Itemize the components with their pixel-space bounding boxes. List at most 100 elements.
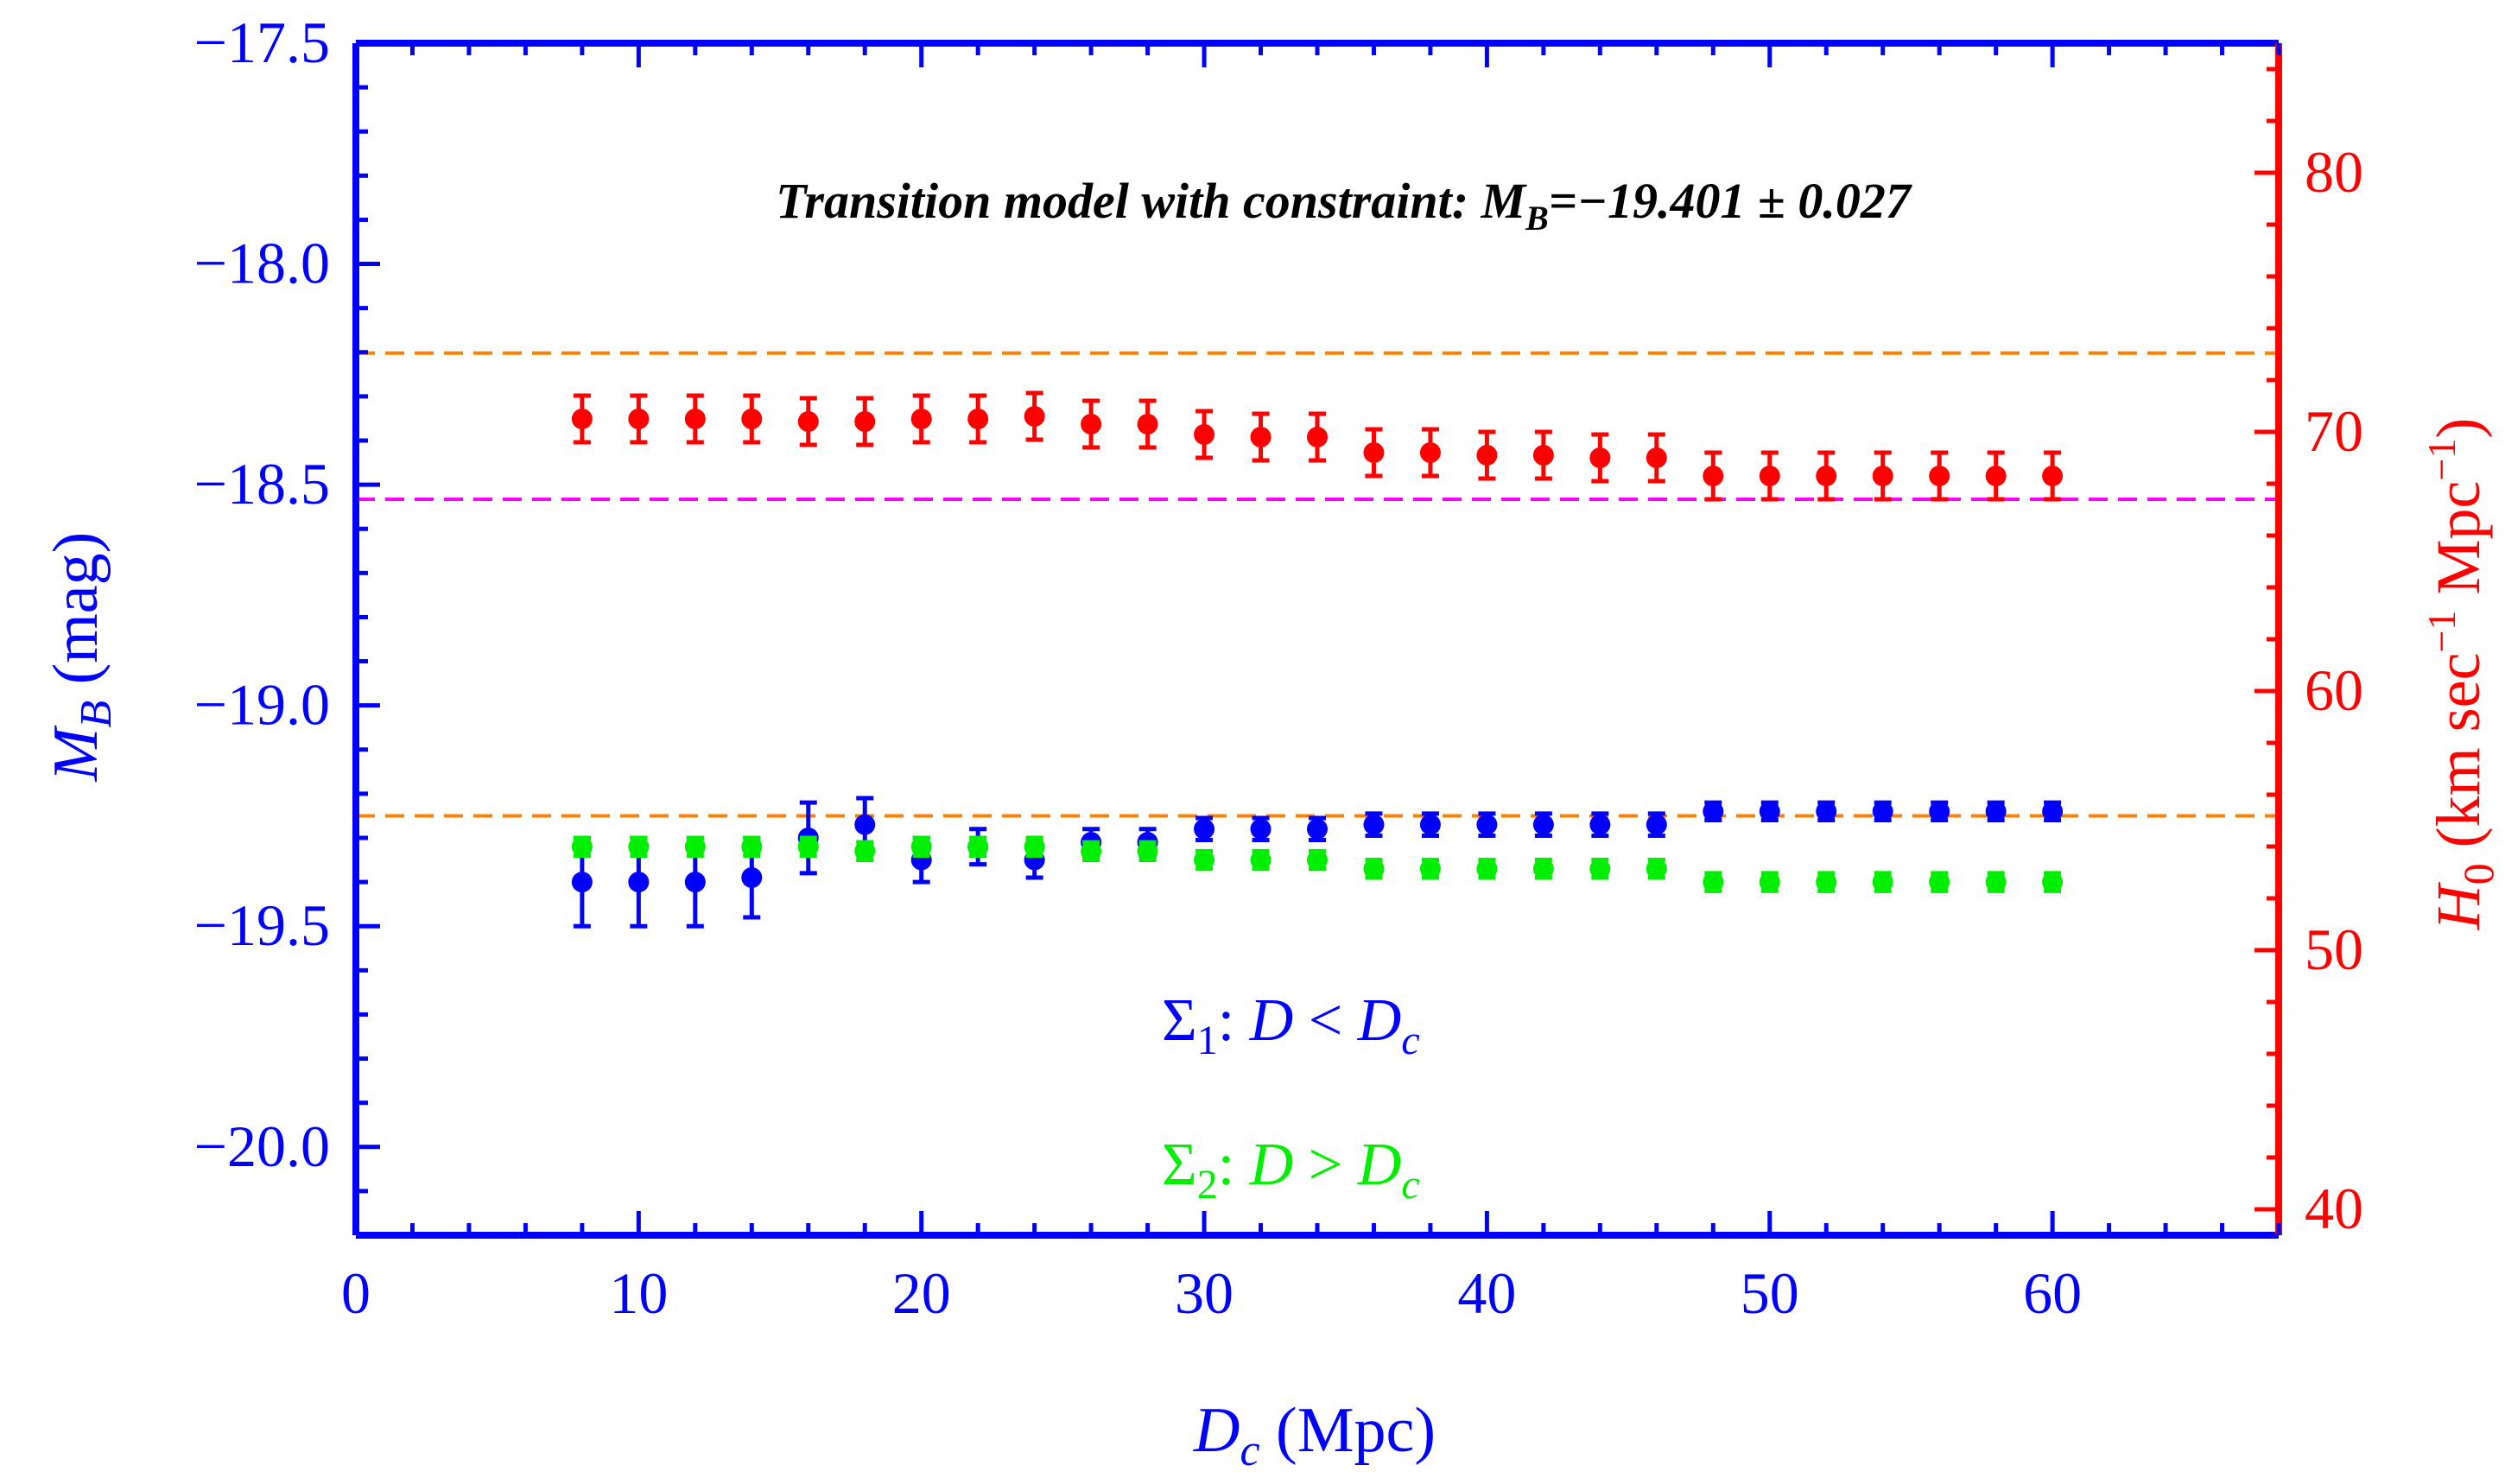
point-2-23 bbox=[1872, 872, 1893, 893]
point-0-12 bbox=[1250, 427, 1272, 447]
point-0-24 bbox=[1929, 466, 1950, 486]
y-axis-right-label-sub: 0 bbox=[2454, 863, 2502, 885]
point-0-6 bbox=[910, 409, 932, 429]
series-layer bbox=[571, 390, 2064, 929]
y-right-tick-label-40: 40 bbox=[2305, 1176, 2363, 1241]
y-left-tick-label-5: −20.0 bbox=[194, 1113, 330, 1179]
legend-1-c: c bbox=[1401, 1018, 1419, 1063]
y-axis-left-label: MB (mag) bbox=[41, 532, 121, 783]
point-0-17 bbox=[1532, 445, 1554, 466]
y-axis-left-label-rest: (mag) bbox=[41, 532, 111, 701]
y-axis-left-label-main: M bbox=[41, 724, 111, 782]
chart-title-sub: B bbox=[1525, 199, 1549, 238]
legend-1-sub: 1 bbox=[1197, 1018, 1218, 1063]
point-1-13 bbox=[1307, 818, 1328, 840]
y-left-tick-label-0: −17.5 bbox=[194, 10, 330, 75]
series-2 bbox=[571, 835, 2064, 893]
y-left-tick-label-2: −18.5 bbox=[194, 451, 330, 517]
point-2-17 bbox=[1532, 858, 1554, 879]
x-axis-label-sub: c bbox=[1240, 1426, 1259, 1475]
x-tick-label-40: 40 bbox=[1457, 1260, 1516, 1326]
point-2-25 bbox=[1985, 872, 2007, 893]
point-0-0 bbox=[571, 409, 593, 429]
point-0-3 bbox=[741, 409, 763, 429]
point-2-14 bbox=[1363, 858, 1385, 879]
chart-title-suffix: =−19.401 ± 0.027 bbox=[1549, 173, 1912, 229]
point-2-1 bbox=[628, 836, 650, 858]
y-axis-right-label-sup1: −1 bbox=[2419, 611, 2464, 653]
point-2-21 bbox=[1759, 872, 1780, 893]
point-0-25 bbox=[1985, 466, 2007, 486]
point-2-15 bbox=[1419, 858, 1441, 879]
point-2-2 bbox=[684, 836, 706, 858]
legend-1-sym: Σ bbox=[1162, 987, 1197, 1054]
point-0-10 bbox=[1137, 414, 1158, 434]
point-0-8 bbox=[1024, 406, 1045, 427]
point-1-24 bbox=[1929, 801, 1950, 822]
legend-2-c: c bbox=[1401, 1162, 1419, 1208]
point-1-16 bbox=[1476, 814, 1498, 835]
point-0-9 bbox=[1081, 414, 1102, 434]
point-2-9 bbox=[1081, 840, 1102, 862]
chart-title-prefix: Transition model with constraint: M bbox=[776, 173, 1527, 229]
y-axis-left-label-sub: B bbox=[72, 701, 121, 728]
y-right-tick-label-60: 60 bbox=[2305, 657, 2363, 723]
legend-2-d: D bbox=[1249, 1132, 1294, 1198]
chart-title: Transition model with constraint: MB=−19… bbox=[776, 173, 1912, 238]
y-axis-right-label-main: H bbox=[2424, 881, 2493, 930]
y-left-tick-label-3: −19.0 bbox=[194, 672, 330, 738]
point-1-18 bbox=[1589, 814, 1611, 835]
point-1-12 bbox=[1250, 818, 1272, 840]
point-0-1 bbox=[628, 409, 650, 429]
y-left-tick-label-1: −18.0 bbox=[194, 231, 330, 296]
point-0-13 bbox=[1307, 427, 1328, 447]
point-0-15 bbox=[1419, 442, 1441, 463]
y-axis-right-label-sup2: −1 bbox=[2419, 439, 2464, 481]
point-1-25 bbox=[1985, 801, 2007, 822]
point-1-26 bbox=[2042, 801, 2064, 822]
point-2-10 bbox=[1137, 840, 1158, 862]
point-2-22 bbox=[1816, 872, 1837, 893]
legend-entry-sigma2: Σ2: D > Dc bbox=[1162, 1132, 1420, 1208]
y-axis-right-label-rest1: (km sec bbox=[2424, 652, 2493, 863]
point-2-18 bbox=[1589, 858, 1611, 879]
point-0-19 bbox=[1646, 447, 1667, 468]
legend-2-sub: 2 bbox=[1197, 1162, 1218, 1208]
point-2-16 bbox=[1476, 858, 1498, 879]
point-2-26 bbox=[2042, 872, 2064, 893]
point-0-5 bbox=[854, 411, 876, 432]
point-1-1 bbox=[628, 872, 650, 893]
point-2-4 bbox=[797, 836, 819, 858]
point-1-19 bbox=[1646, 814, 1667, 835]
x-axis-label-main: D bbox=[1193, 1395, 1240, 1466]
point-0-14 bbox=[1363, 442, 1385, 463]
x-tick-label-10: 10 bbox=[609, 1260, 668, 1326]
x-axis-label-rest: (Mpc) bbox=[1260, 1395, 1436, 1466]
point-1-17 bbox=[1532, 814, 1554, 835]
point-0-20 bbox=[1703, 466, 1724, 486]
point-0-2 bbox=[684, 409, 706, 429]
y-left-tick-label-4: −19.5 bbox=[194, 892, 330, 958]
y-right-tick-label-70: 70 bbox=[2305, 398, 2363, 464]
point-1-2 bbox=[684, 872, 706, 893]
point-1-5 bbox=[854, 814, 876, 835]
legend-2-dc: D bbox=[1357, 1132, 1402, 1198]
legend-2-colon: : bbox=[1218, 1132, 1250, 1198]
legend-1-colon: : bbox=[1218, 987, 1250, 1054]
x-tick-label-50: 50 bbox=[1741, 1260, 1799, 1326]
x-tick-label-20: 20 bbox=[892, 1260, 951, 1326]
point-0-11 bbox=[1194, 424, 1215, 445]
point-2-24 bbox=[1929, 872, 1950, 893]
point-1-23 bbox=[1872, 801, 1893, 822]
point-2-0 bbox=[571, 836, 593, 858]
point-1-14 bbox=[1363, 814, 1385, 835]
point-2-8 bbox=[1024, 836, 1045, 858]
point-1-22 bbox=[1816, 801, 1837, 822]
legend-entry-sigma1: Σ1: D < Dc bbox=[1162, 987, 1420, 1063]
point-2-11 bbox=[1194, 849, 1215, 871]
point-1-21 bbox=[1759, 801, 1780, 822]
series-0 bbox=[571, 390, 2064, 502]
y-axis-right-label-rest2: Mpc bbox=[2424, 481, 2493, 611]
point-1-11 bbox=[1194, 818, 1215, 840]
